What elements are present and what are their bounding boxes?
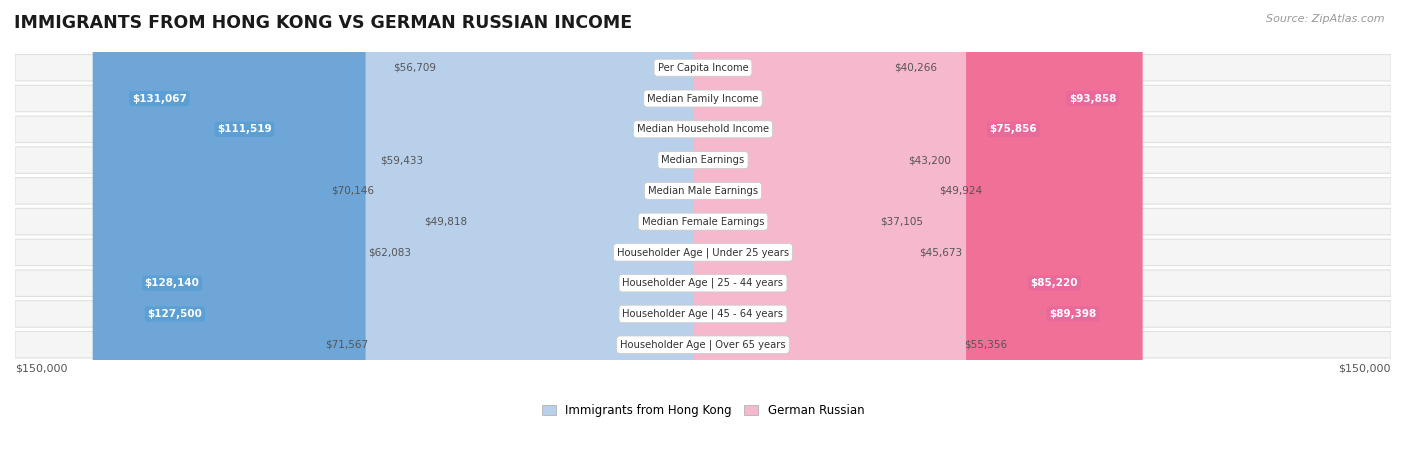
FancyBboxPatch shape <box>15 177 1391 204</box>
FancyBboxPatch shape <box>422 0 713 467</box>
FancyBboxPatch shape <box>15 85 1391 112</box>
FancyBboxPatch shape <box>693 0 910 467</box>
FancyBboxPatch shape <box>15 270 1391 297</box>
Text: $111,519: $111,519 <box>217 124 271 134</box>
Text: $40,266: $40,266 <box>894 63 938 73</box>
FancyBboxPatch shape <box>693 0 1104 467</box>
FancyBboxPatch shape <box>93 0 713 467</box>
Text: Householder Age | 25 - 44 years: Householder Age | 25 - 44 years <box>623 278 783 289</box>
FancyBboxPatch shape <box>693 0 966 467</box>
FancyBboxPatch shape <box>15 147 1391 173</box>
FancyBboxPatch shape <box>15 55 1391 81</box>
Text: $59,433: $59,433 <box>381 155 423 165</box>
Text: IMMIGRANTS FROM HONG KONG VS GERMAN RUSSIAN INCOME: IMMIGRANTS FROM HONG KONG VS GERMAN RUSS… <box>14 14 633 32</box>
FancyBboxPatch shape <box>693 0 1122 467</box>
Text: $49,924: $49,924 <box>939 186 981 196</box>
Text: $128,140: $128,140 <box>145 278 200 288</box>
Text: Householder Age | 45 - 64 years: Householder Age | 45 - 64 years <box>623 309 783 319</box>
FancyBboxPatch shape <box>15 332 1391 358</box>
Text: Source: ZipAtlas.com: Source: ZipAtlas.com <box>1267 14 1385 24</box>
Text: $71,567: $71,567 <box>325 340 368 350</box>
FancyBboxPatch shape <box>693 0 897 467</box>
FancyBboxPatch shape <box>366 0 713 467</box>
FancyBboxPatch shape <box>15 239 1391 266</box>
Text: Median Earnings: Median Earnings <box>661 155 745 165</box>
Text: $45,673: $45,673 <box>920 248 963 257</box>
FancyBboxPatch shape <box>693 0 922 467</box>
Text: $49,818: $49,818 <box>425 217 468 226</box>
Text: $70,146: $70,146 <box>332 186 374 196</box>
Text: $89,398: $89,398 <box>1049 309 1097 319</box>
FancyBboxPatch shape <box>465 0 713 467</box>
FancyBboxPatch shape <box>15 208 1391 235</box>
Text: $75,856: $75,856 <box>990 124 1038 134</box>
Text: Householder Age | Over 65 years: Householder Age | Over 65 years <box>620 340 786 350</box>
Text: $55,356: $55,356 <box>963 340 1007 350</box>
FancyBboxPatch shape <box>15 116 1391 142</box>
Text: $150,000: $150,000 <box>15 364 67 374</box>
Text: $43,200: $43,200 <box>908 155 950 165</box>
Text: Median Male Earnings: Median Male Earnings <box>648 186 758 196</box>
FancyBboxPatch shape <box>433 0 713 467</box>
Text: $127,500: $127,500 <box>148 309 202 319</box>
Text: Median Household Income: Median Household Income <box>637 124 769 134</box>
Text: $93,858: $93,858 <box>1069 93 1116 104</box>
FancyBboxPatch shape <box>105 0 713 467</box>
FancyBboxPatch shape <box>15 301 1391 327</box>
Text: $56,709: $56,709 <box>394 63 436 73</box>
FancyBboxPatch shape <box>693 0 1060 467</box>
Text: $131,067: $131,067 <box>132 93 187 104</box>
FancyBboxPatch shape <box>373 0 713 467</box>
FancyBboxPatch shape <box>693 0 883 467</box>
Text: Householder Age | Under 25 years: Householder Age | Under 25 years <box>617 247 789 258</box>
Legend: Immigrants from Hong Kong, German Russian: Immigrants from Hong Kong, German Russia… <box>537 399 869 422</box>
Text: Per Capita Income: Per Capita Income <box>658 63 748 73</box>
Text: $37,105: $37,105 <box>880 217 924 226</box>
Text: Median Family Income: Median Family Income <box>647 93 759 104</box>
Text: $85,220: $85,220 <box>1031 278 1078 288</box>
Text: $150,000: $150,000 <box>1339 364 1391 374</box>
Text: Median Female Earnings: Median Female Earnings <box>641 217 765 226</box>
Text: $62,083: $62,083 <box>368 248 412 257</box>
FancyBboxPatch shape <box>693 0 941 467</box>
FancyBboxPatch shape <box>183 0 713 467</box>
FancyBboxPatch shape <box>110 0 713 467</box>
FancyBboxPatch shape <box>693 0 1143 467</box>
FancyBboxPatch shape <box>409 0 713 467</box>
